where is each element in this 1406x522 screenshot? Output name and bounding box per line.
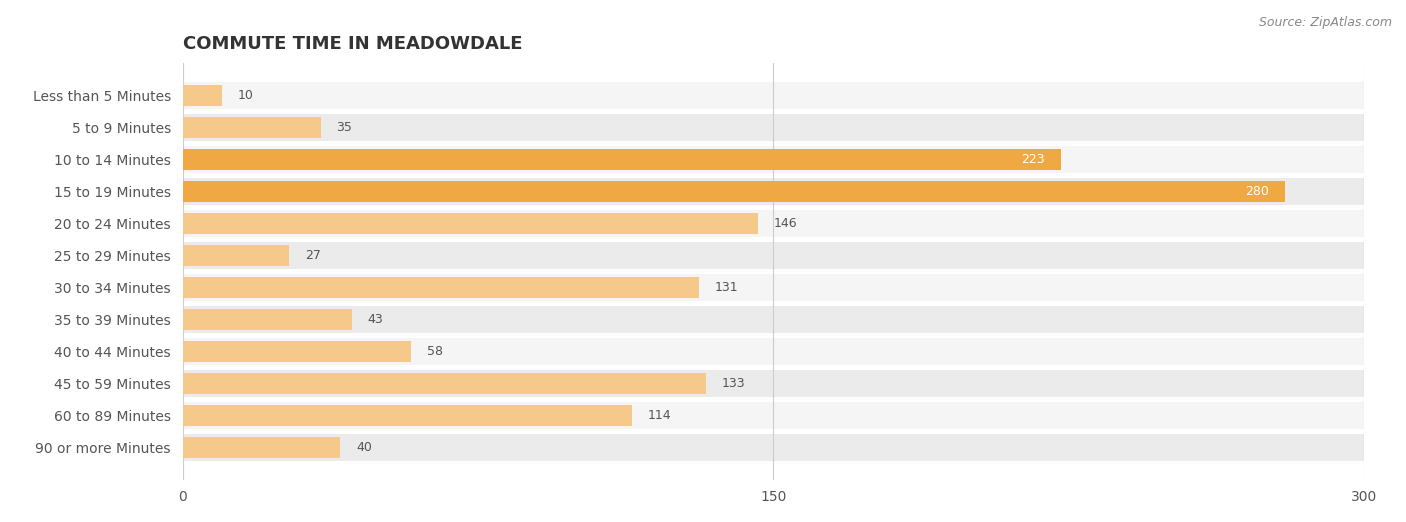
Bar [183, 245, 290, 266]
Bar [183, 149, 1060, 170]
Text: 27: 27 [305, 249, 321, 262]
Bar [183, 338, 1364, 365]
Text: Source: ZipAtlas.com: Source: ZipAtlas.com [1258, 16, 1392, 29]
Bar [183, 373, 706, 394]
Bar [183, 210, 1364, 237]
Text: 133: 133 [723, 377, 745, 390]
Bar [183, 370, 1364, 397]
Bar [183, 437, 340, 458]
Bar [183, 277, 699, 298]
Bar [183, 81, 1364, 109]
Text: 114: 114 [647, 409, 671, 422]
Text: 10: 10 [238, 89, 253, 102]
Bar [183, 213, 758, 234]
Bar [183, 341, 411, 362]
Text: 131: 131 [714, 281, 738, 294]
Text: 223: 223 [1021, 153, 1045, 166]
Bar [183, 274, 1364, 301]
Bar [183, 242, 1364, 269]
Bar [183, 114, 1364, 141]
Bar [183, 434, 1364, 461]
Bar [183, 309, 352, 330]
Text: 35: 35 [336, 121, 352, 134]
Bar [183, 181, 1285, 202]
Bar [183, 306, 1364, 333]
Text: 43: 43 [368, 313, 384, 326]
Text: COMMUTE TIME IN MEADOWDALE: COMMUTE TIME IN MEADOWDALE [183, 35, 522, 53]
Bar [183, 402, 1364, 429]
Bar [183, 85, 222, 105]
Text: 146: 146 [773, 217, 797, 230]
Bar [183, 117, 321, 138]
Text: 40: 40 [356, 441, 371, 454]
Bar [183, 177, 1364, 205]
Text: 58: 58 [427, 345, 443, 358]
Bar [183, 146, 1364, 173]
Bar [183, 405, 631, 426]
Text: 280: 280 [1246, 185, 1270, 198]
